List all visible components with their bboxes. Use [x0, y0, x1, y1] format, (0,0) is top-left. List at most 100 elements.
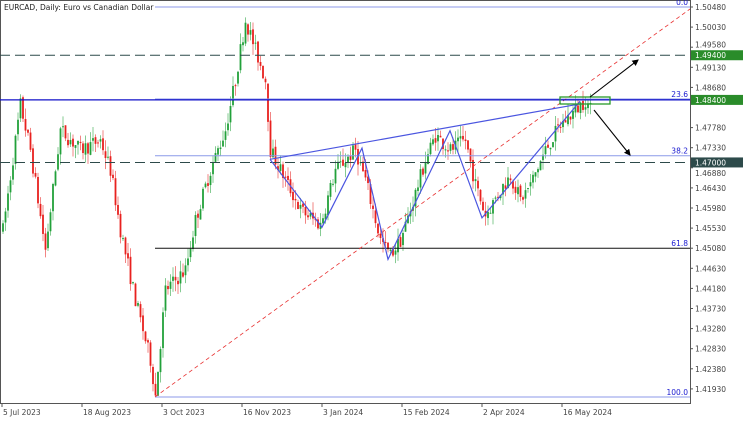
candle [104, 140, 107, 170]
candle-body [109, 156, 112, 176]
candle-body [507, 177, 509, 189]
candle-body [187, 258, 189, 266]
candle-body [422, 168, 424, 175]
candle [289, 171, 292, 197]
candle [547, 140, 549, 149]
candle-body [267, 83, 269, 122]
candle-body [492, 200, 494, 214]
candle-body [237, 71, 239, 84]
candle-body [29, 132, 32, 150]
candle-body [427, 154, 429, 165]
candle-body [264, 78, 267, 83]
candle [472, 149, 474, 189]
candle [74, 145, 77, 159]
candle [529, 173, 532, 196]
candle [542, 145, 544, 170]
candle [249, 21, 252, 41]
candle [177, 277, 179, 295]
plot-frame [0, 0, 691, 404]
y-tick-label: 1.43280 [695, 325, 726, 334]
candle-body [194, 215, 197, 237]
candle [477, 176, 479, 197]
candle-body [117, 204, 119, 215]
trendline [269, 103, 581, 160]
candle-body [544, 146, 547, 155]
candle-body [324, 213, 327, 220]
candle-body [584, 107, 587, 110]
candle-body [202, 188, 204, 209]
candle-body [392, 248, 394, 256]
candle [87, 142, 89, 164]
y-tick-label: 1.46880 [695, 169, 726, 178]
candle-body [419, 169, 422, 188]
candle [109, 150, 112, 182]
candle [69, 132, 72, 147]
y-tick-label: 1.49130 [695, 63, 726, 72]
candle [137, 300, 139, 308]
candle-body [364, 170, 367, 178]
candle-body [497, 196, 499, 198]
candle-body [459, 136, 462, 139]
candle-body [534, 172, 537, 177]
candle-body [457, 137, 459, 142]
candle-body [519, 185, 522, 197]
x-tick-label: 16 Nov 2023 [243, 408, 291, 417]
candle-body [369, 184, 372, 204]
candle-body [59, 128, 62, 155]
resistance-zone-box [559, 96, 611, 105]
candle [207, 174, 209, 193]
candle [432, 134, 434, 146]
price-tag [691, 157, 743, 168]
candle [94, 134, 97, 152]
candle [62, 116, 64, 138]
candle-body [299, 204, 302, 209]
candle [122, 234, 124, 241]
candle-body [379, 233, 382, 239]
candle [187, 248, 189, 272]
candle-body [232, 85, 234, 106]
candle-body [24, 118, 27, 131]
candle [282, 161, 284, 188]
candle-body [469, 148, 472, 162]
candle-body [204, 183, 207, 188]
candle-body [49, 212, 52, 232]
chart-title: EURCAD, Daily: Euro vs Canadian Dollar [4, 3, 154, 12]
fib-level-label: 23.6 [671, 90, 688, 99]
candle-body [17, 119, 19, 135]
candle-body [97, 142, 99, 144]
candle [242, 37, 244, 52]
candle [317, 217, 319, 230]
candle-body [92, 138, 94, 141]
candle [449, 142, 452, 154]
zigzag-pattern-line [269, 100, 581, 262]
candle [154, 372, 157, 397]
candle-body [569, 116, 572, 120]
candle [397, 228, 399, 261]
candle [402, 229, 404, 251]
candle [487, 205, 489, 226]
candle-body [524, 190, 527, 199]
candle [244, 17, 247, 47]
candle-body [539, 161, 542, 171]
candle [292, 182, 294, 208]
candle-body [514, 186, 517, 193]
candle-body [284, 176, 287, 178]
candle-body [74, 145, 77, 148]
candle-body [254, 42, 257, 44]
candle-body [577, 105, 579, 113]
candle [582, 90, 584, 113]
candle [149, 340, 152, 373]
candle-body [144, 331, 147, 342]
candle-body [119, 213, 122, 238]
candle-body [479, 189, 482, 202]
candle-body [37, 176, 39, 204]
candle [489, 208, 492, 214]
candle [222, 130, 224, 148]
candle [167, 280, 169, 295]
candle [514, 181, 517, 200]
candle-body [397, 238, 399, 253]
candle-body [322, 218, 324, 224]
candle [332, 178, 334, 187]
candle-body [107, 156, 109, 158]
